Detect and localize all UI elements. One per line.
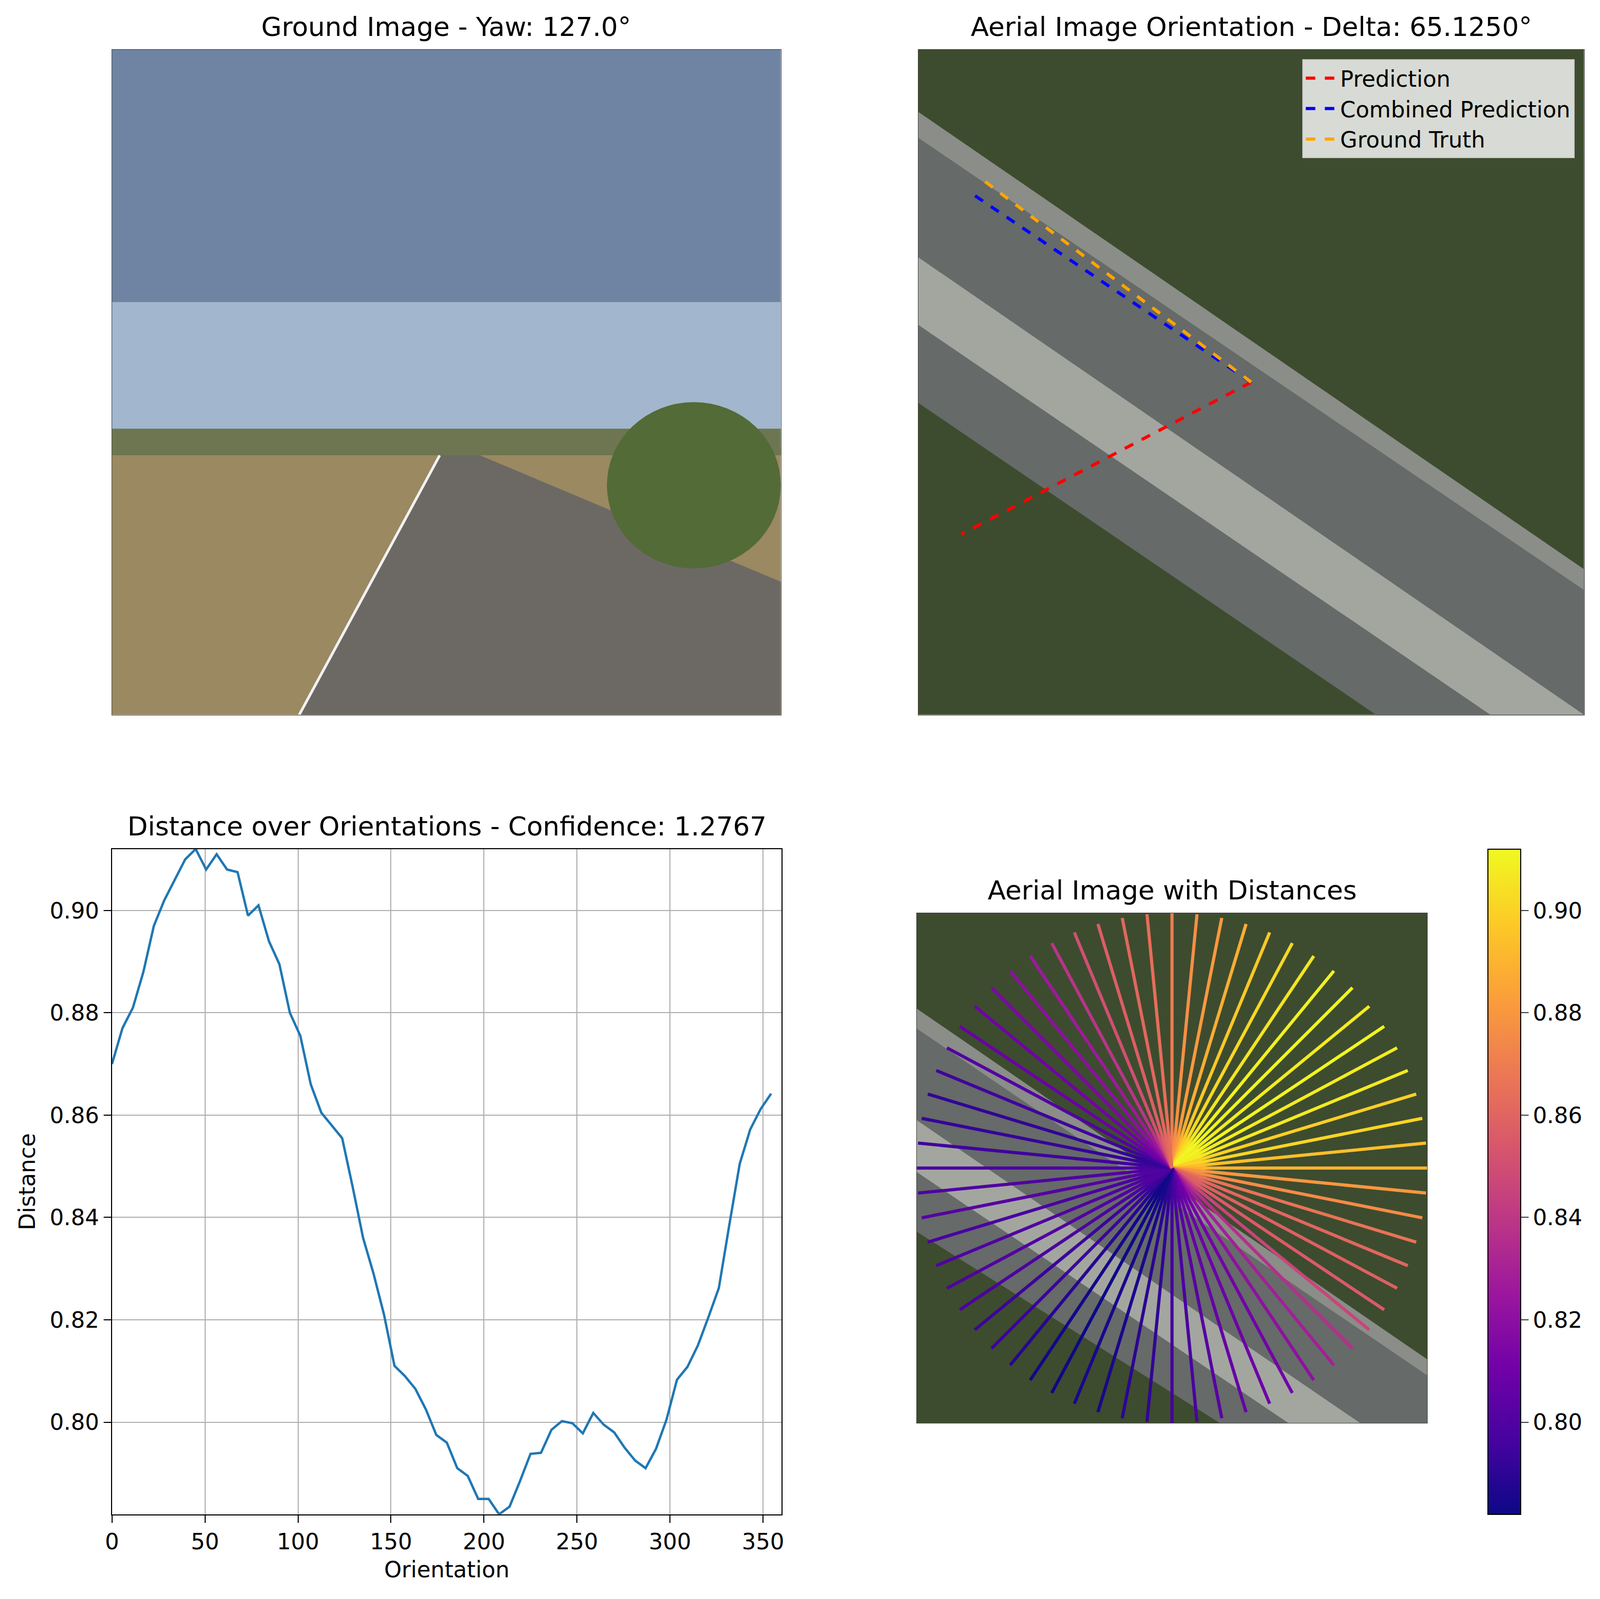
svg-text:Combined Prediction: Combined Prediction xyxy=(1340,96,1571,123)
svg-text:0.86: 0.86 xyxy=(49,1102,100,1129)
svg-text:0.88: 0.88 xyxy=(1532,999,1583,1026)
svg-text:300: 300 xyxy=(648,1528,692,1555)
svg-text:Aerial Image with Distances: Aerial Image with Distances xyxy=(987,875,1357,906)
svg-text:Prediction: Prediction xyxy=(1340,66,1451,93)
svg-text:Ground Image - Yaw: 127.0°: Ground Image - Yaw: 127.0° xyxy=(261,11,632,43)
svg-text:Orientation: Orientation xyxy=(383,1556,510,1583)
svg-text:150: 150 xyxy=(369,1528,412,1555)
svg-text:350: 350 xyxy=(741,1528,785,1555)
svg-text:Distance over Orientations - C: Distance over Orientations - Confidence:… xyxy=(127,811,767,842)
svg-text:Aerial Image Orientation - Del: Aerial Image Orientation - Delta: 65.125… xyxy=(970,11,1532,43)
svg-text:0.80: 0.80 xyxy=(49,1409,100,1436)
svg-text:Ground Truth: Ground Truth xyxy=(1340,126,1486,153)
svg-text:0.90: 0.90 xyxy=(1532,897,1583,924)
svg-text:0.80: 0.80 xyxy=(1532,1409,1583,1436)
svg-text:0.90: 0.90 xyxy=(49,897,100,924)
svg-text:250: 250 xyxy=(555,1528,599,1555)
svg-text:0: 0 xyxy=(104,1528,119,1555)
svg-text:Distance: Distance xyxy=(14,1133,41,1231)
svg-text:0.82: 0.82 xyxy=(1532,1307,1583,1333)
svg-text:0.88: 0.88 xyxy=(49,999,100,1026)
svg-text:0.84: 0.84 xyxy=(49,1204,100,1231)
svg-text:0.82: 0.82 xyxy=(49,1307,100,1333)
svg-text:50: 50 xyxy=(190,1528,219,1555)
svg-text:200: 200 xyxy=(462,1528,505,1555)
svg-text:0.86: 0.86 xyxy=(1532,1102,1583,1129)
svg-text:100: 100 xyxy=(277,1528,320,1555)
svg-text:0.84: 0.84 xyxy=(1532,1204,1583,1231)
